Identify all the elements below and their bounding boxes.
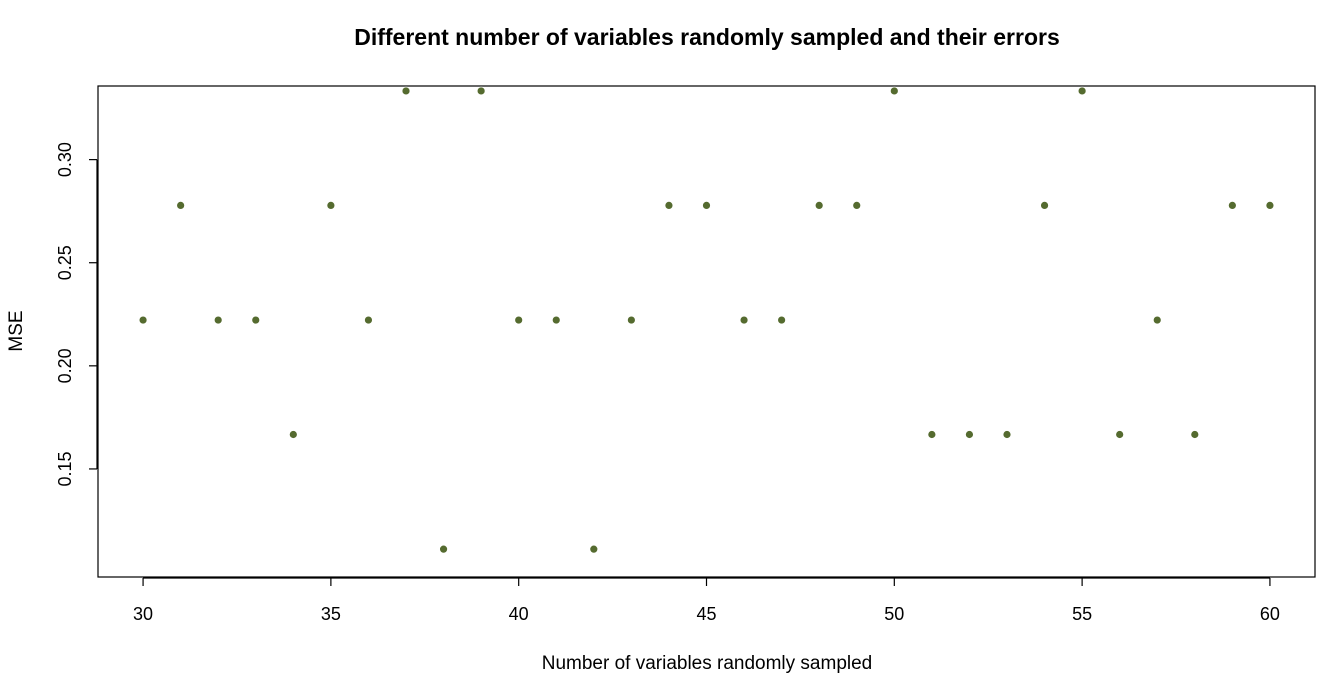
x-tick-label: 35 <box>321 604 341 624</box>
data-point <box>852 200 862 210</box>
x-axis-label: Number of variables randomly sampled <box>542 653 873 674</box>
data-points <box>138 86 1275 554</box>
data-point <box>1190 430 1200 439</box>
x-tick-label: 60 <box>1260 604 1280 624</box>
data-point <box>439 544 448 554</box>
data-point <box>889 86 899 96</box>
plot-frame <box>97 85 1316 578</box>
data-point <box>965 430 974 439</box>
y-tick-label: 0.20 <box>55 348 75 383</box>
data-point <box>702 200 711 210</box>
y-axis: 0.15 0.20 0.25 0.30 <box>55 142 98 486</box>
data-point <box>777 315 787 325</box>
data-point <box>927 430 937 439</box>
data-point <box>288 430 298 439</box>
chart-title: Different number of variables randomly s… <box>354 24 1060 50</box>
data-point <box>814 200 824 210</box>
data-point <box>1227 200 1237 210</box>
data-point <box>1077 86 1087 96</box>
data-point <box>401 86 411 96</box>
data-point <box>626 315 636 325</box>
data-point <box>476 86 486 96</box>
x-tick-label: 50 <box>884 604 904 624</box>
data-point <box>326 200 336 210</box>
data-point <box>1002 430 1012 439</box>
x-tick-label: 30 <box>133 604 153 624</box>
data-point <box>551 315 561 325</box>
y-tick-label: 0.25 <box>55 245 75 280</box>
x-axis: 30 35 40 45 50 55 60 <box>133 577 1280 624</box>
data-point <box>213 315 223 325</box>
data-point <box>664 200 674 210</box>
data-point <box>1152 315 1162 325</box>
data-point <box>739 315 749 325</box>
y-axis-label: MSE <box>6 310 27 351</box>
data-point <box>364 315 373 325</box>
data-point <box>1115 430 1125 439</box>
x-tick-label: 45 <box>696 604 716 624</box>
x-tick-label: 40 <box>509 604 529 624</box>
data-point <box>1040 200 1049 210</box>
data-point <box>1265 200 1275 210</box>
x-tick-label: 55 <box>1072 604 1092 624</box>
y-tick-label: 0.15 <box>55 451 75 486</box>
data-point <box>138 315 148 325</box>
y-tick-label: 0.30 <box>55 142 75 177</box>
data-point <box>589 544 599 554</box>
data-point <box>514 315 524 325</box>
data-point <box>176 200 186 210</box>
data-point <box>251 315 261 325</box>
